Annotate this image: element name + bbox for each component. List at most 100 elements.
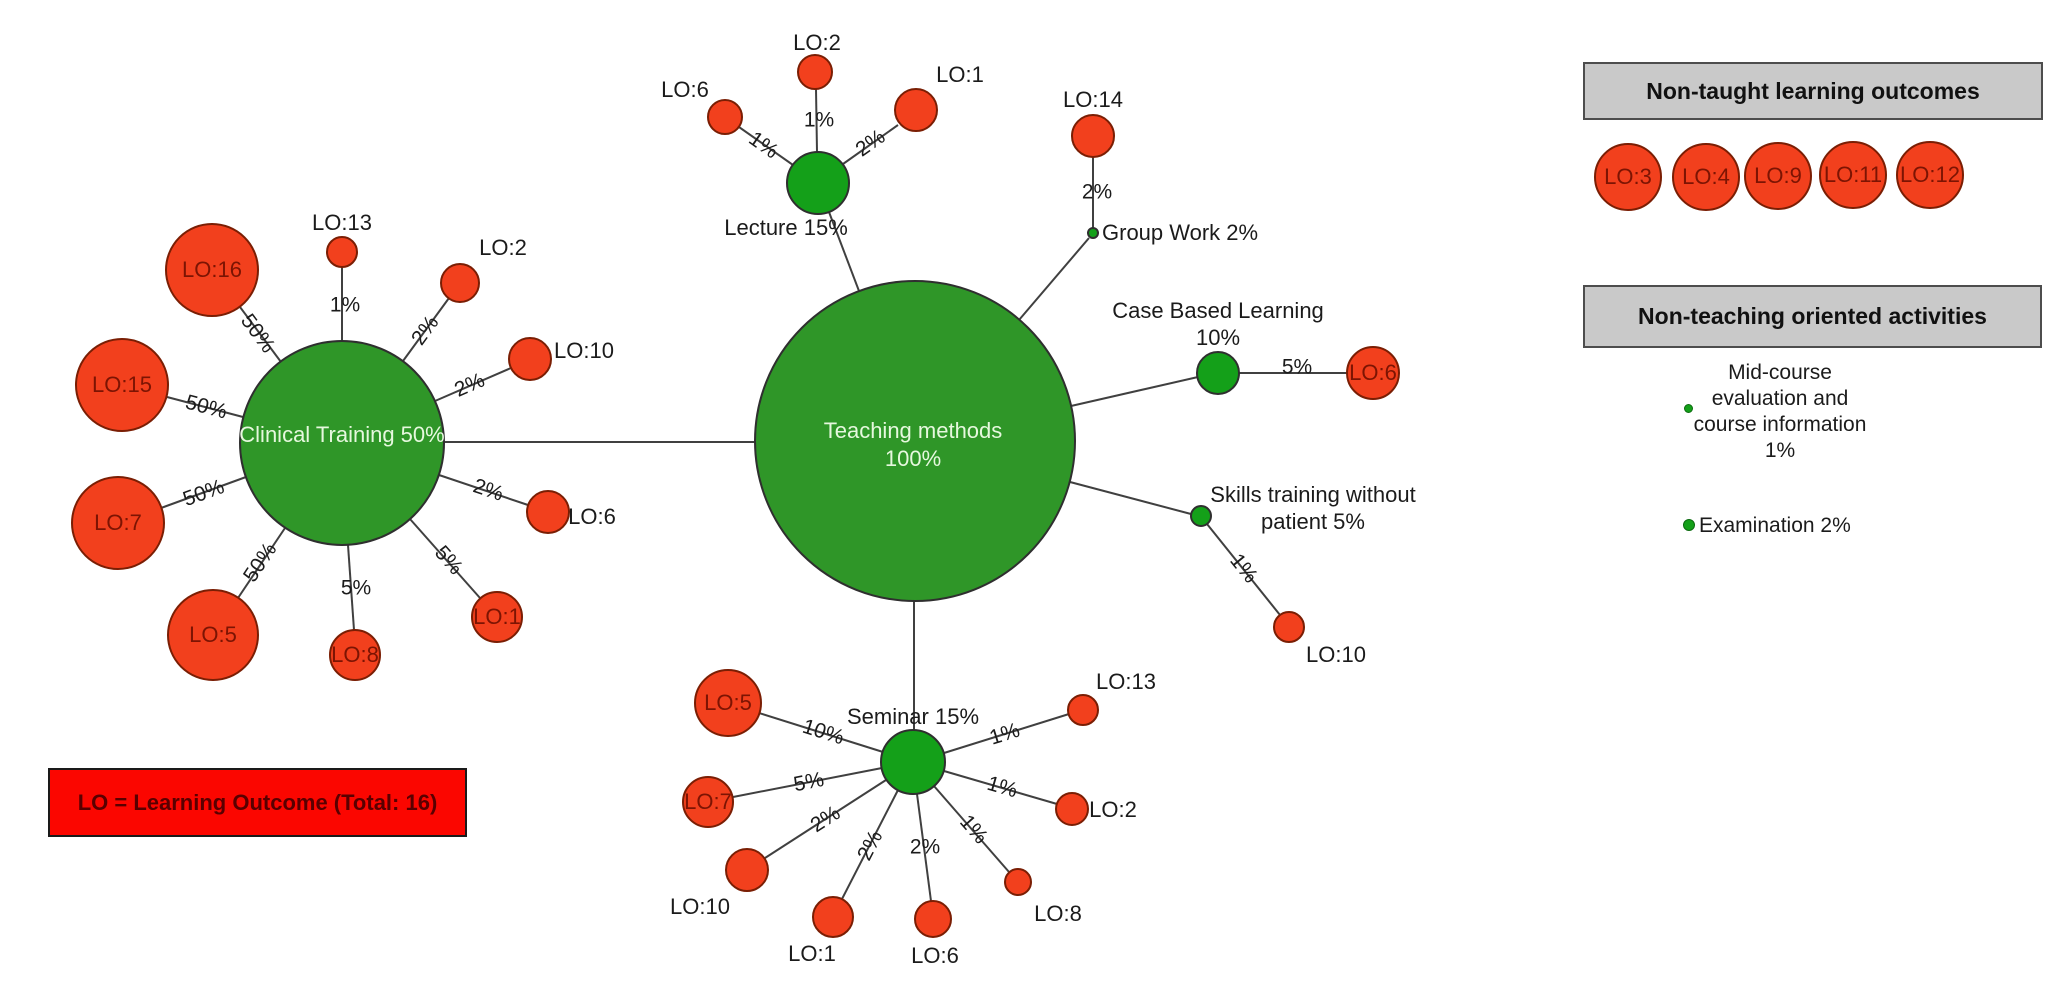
- label-seminar: Seminar 15%: [847, 704, 979, 729]
- edge-label-16: 50%: [183, 391, 230, 424]
- edge-label-9: 2%: [1082, 181, 1112, 204]
- edge-23: [732, 767, 883, 798]
- node-lo14-groupwork: [1071, 114, 1115, 158]
- node-lo9-nontaught: [1744, 142, 1812, 210]
- label-lo9-nontaught: LO:9: [1754, 163, 1802, 188]
- label-lo7-clinical: LO:7: [94, 510, 142, 535]
- node-lo2-seminar: [1055, 792, 1089, 826]
- edge-2: [1018, 237, 1090, 321]
- edge-label-6: 1%: [745, 127, 783, 163]
- node-lo6-lecture: [707, 99, 743, 135]
- non-taught-header-label: Non-taught learning outcomes: [1646, 77, 1980, 104]
- node-skills-training: [1190, 505, 1212, 527]
- node-lo1-lecture: [894, 88, 938, 132]
- label-skills-training-1: patient 5%: [1261, 509, 1365, 534]
- label-lo1-seminar: LO:1: [788, 941, 836, 966]
- node-lecture: [786, 151, 850, 215]
- label-lo11-nontaught: LO:11: [1824, 162, 1882, 187]
- label-skills-training-0: Skills training without: [1210, 482, 1415, 507]
- node-lo15-clinical: [75, 338, 169, 432]
- label-lo10-seminar: LO:10: [670, 894, 730, 919]
- node-clinical-training: [239, 340, 445, 546]
- edge-label-22: 10%: [800, 715, 847, 750]
- edge-11: [1206, 523, 1281, 616]
- node-lo7-seminar: [682, 776, 734, 828]
- label-lo1-lecture: LO:1: [936, 62, 984, 87]
- node-lo1-clinical: [471, 591, 523, 643]
- label-lo5-seminar: LO:5: [704, 690, 752, 715]
- edge-label-17: 50%: [180, 475, 227, 511]
- edge-label-14: 2%: [407, 311, 443, 349]
- edge-label-19: 50%: [239, 539, 282, 587]
- label-lo4-nontaught: LO:4: [1682, 164, 1730, 189]
- label-lo6-clinical: LO:6: [568, 504, 616, 529]
- edge-25: [841, 789, 899, 900]
- label-lo13-clinical: LO:13: [312, 210, 372, 235]
- non-teaching-header-box: Non-teaching oriented activities: [1583, 285, 2042, 348]
- node-lo7-clinical: [71, 476, 165, 570]
- node-lo11-nontaught: [1819, 141, 1887, 209]
- edge-label-20: 5%: [341, 577, 371, 600]
- label-clinical-training: Clinical Training 50%: [239, 422, 444, 447]
- edge-27: [933, 785, 1010, 873]
- label-group-work: Group Work 2%: [1102, 220, 1258, 245]
- lo-legend-box: LO = Learning Outcome (Total: 16): [48, 768, 467, 837]
- edge-14: [402, 297, 450, 362]
- label-lo3-nontaught: LO:3: [1604, 164, 1652, 189]
- node-lo16-clinical: [165, 223, 259, 317]
- edge-18: [438, 474, 529, 506]
- node-lo10-seminar: [725, 848, 769, 892]
- label-lecture: Lecture 15%: [724, 215, 848, 240]
- edge-16: [166, 396, 244, 418]
- label-lo7-seminar: LO:7: [684, 789, 732, 814]
- edge-label-8: 2%: [851, 125, 889, 161]
- label-lo2-lecture: LO:2: [793, 30, 841, 55]
- edge-label-29: 1%: [987, 719, 1023, 750]
- node-lo10-skills: [1273, 611, 1305, 643]
- midcourse-label: Mid-course evaluation and course informa…: [1693, 361, 1867, 462]
- label-lo5-clinical: LO:5: [189, 622, 237, 647]
- non-taught-header-box: Non-taught learning outcomes: [1583, 62, 2043, 120]
- label-teaching-methods-1: 100%: [885, 446, 941, 471]
- edge-6: [738, 126, 794, 166]
- label-case-based-learning-1: 10%: [1196, 325, 1240, 350]
- label-lo8-seminar: LO:8: [1034, 901, 1082, 926]
- label-lo13-seminar: LO:13: [1096, 669, 1156, 694]
- label-lo6-seminar: LO:6: [911, 943, 959, 968]
- edge-19: [237, 527, 286, 599]
- edge-26: [916, 793, 932, 902]
- node-lo5-clinical: [167, 589, 259, 681]
- label-lo10-skills: LO:10: [1306, 642, 1366, 667]
- edge-15: [434, 367, 512, 402]
- label-lo16-clinical: LO:16: [182, 257, 242, 282]
- label-lo6-cbl: LO:6: [1349, 360, 1397, 385]
- edge-label-7: 1%: [804, 109, 834, 132]
- node-lo6-clinical: [526, 490, 570, 534]
- edge-label-24: 2%: [806, 801, 844, 837]
- examination-label: Examination 2%: [1699, 514, 1851, 537]
- node-lo13-clinical: [326, 236, 358, 268]
- label-case-based-learning-0: Case Based Learning: [1112, 298, 1324, 323]
- edge-label-13: 1%: [330, 294, 360, 317]
- label-lo8-clinical: LO:8: [331, 642, 379, 667]
- node-lo5-seminar: [694, 669, 762, 737]
- node-seminar: [880, 729, 946, 795]
- edge-label-10: 5%: [1282, 356, 1312, 379]
- label-lo2-clinical: LO:2: [479, 235, 527, 260]
- node-lo12-nontaught: [1896, 141, 1964, 209]
- label-lo1-clinical: LO:1: [473, 604, 521, 629]
- edge-7: [815, 88, 818, 153]
- edge-21: [409, 518, 481, 599]
- node-lo2-clinical: [440, 263, 480, 303]
- node-lo6-seminar: [914, 900, 952, 938]
- node-lo3-nontaught: [1594, 143, 1662, 211]
- node-lo13-seminar: [1067, 694, 1099, 726]
- edge-label-26: 2%: [910, 836, 940, 859]
- edge-8: [842, 124, 899, 165]
- label-teaching-methods-0: Teaching methods: [824, 418, 1003, 443]
- edge-20: [347, 544, 355, 631]
- non-teaching-header-label: Non-teaching oriented activities: [1638, 303, 1987, 329]
- label-lo14-groupwork: LO:14: [1063, 87, 1123, 112]
- label-lo6-lecture: LO:6: [661, 77, 709, 102]
